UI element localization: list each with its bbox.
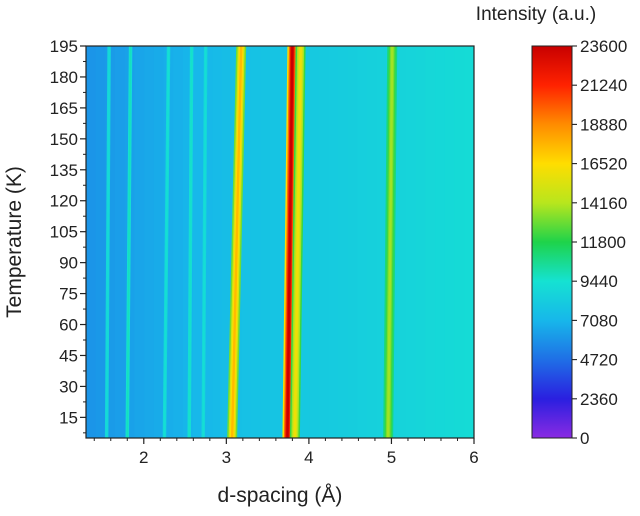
background-slice [183, 46, 194, 438]
y-tick-label: 30 [59, 377, 78, 396]
background-slice [377, 46, 388, 438]
plot-frame [85, 45, 475, 439]
background-slice [105, 46, 116, 438]
background-slice [115, 46, 126, 438]
background-slice [270, 46, 281, 438]
peak-band [282, 46, 298, 438]
y-tick-label: 180 [50, 68, 78, 87]
background-slice [406, 46, 417, 438]
peak-band [201, 46, 208, 438]
peak-band [187, 46, 194, 438]
peak-band-layer [188, 46, 193, 438]
background-slice [221, 46, 233, 438]
colorbar-axis: 0 2360 4720 7080 9440 11800 14160 16520 18880 212… [572, 37, 627, 448]
peak-band [227, 46, 247, 438]
background-slice [144, 46, 155, 438]
colorbar-tick-label: 21240 [580, 76, 627, 95]
background-slice [425, 46, 436, 438]
x-tick-label: 2 [139, 448, 148, 467]
background-gradient [86, 46, 474, 438]
colorbar-tick-label: 23600 [580, 37, 627, 56]
peak-band [289, 46, 306, 438]
colorbar [531, 45, 573, 439]
peak-band-layer [202, 46, 207, 438]
colorbar-label: Intensity (a.u.) [476, 4, 596, 25]
background-slice [86, 46, 97, 438]
background-slice [241, 46, 252, 438]
colorbar-tick-label: 0 [580, 429, 589, 448]
peak-band-layer [386, 46, 394, 438]
peak-band [383, 46, 398, 438]
x-axis-label: d-spacing (Å) [218, 484, 343, 507]
background-slice [299, 46, 310, 438]
background-slice [260, 46, 271, 438]
background-slice [163, 46, 174, 438]
background-slice [95, 46, 106, 438]
background-slice [444, 46, 456, 438]
colorbar-tick-label: 14160 [580, 194, 627, 213]
colorbar-tick-label: 7080 [580, 311, 618, 330]
background-slice [338, 46, 349, 438]
y-tick-label: 60 [59, 316, 78, 335]
peak-band-layer [163, 46, 170, 438]
y-tick-label: 120 [50, 192, 78, 211]
background-slice [328, 46, 339, 438]
peak-band [162, 46, 171, 438]
background-slice [153, 46, 165, 438]
background-slice [415, 46, 427, 438]
background-slice [202, 46, 213, 438]
colorbar-tick-label: 11800 [580, 233, 626, 252]
background-slice [173, 46, 184, 438]
background-slice [192, 46, 203, 438]
plot-area [86, 46, 474, 438]
colorbar-tick-label: 18880 [580, 115, 627, 134]
x-tick-label: 3 [222, 448, 231, 467]
y-axis-label: Temperature (K) [3, 166, 26, 318]
y-axis: 15 30 45 60 75 90 105 120 135 150 165 180 195 [50, 37, 86, 434]
background-slice [318, 46, 330, 438]
peak-band-layer [126, 46, 132, 438]
colorbar-tick-label: 4720 [580, 351, 618, 370]
background-slice [435, 46, 446, 438]
peak-band-layer [230, 46, 243, 438]
peak-band [125, 46, 133, 438]
background-slice [464, 46, 474, 438]
y-tick-label: 135 [50, 161, 78, 180]
y-tick-label: 45 [59, 346, 78, 365]
y-tick-label: 165 [50, 99, 78, 118]
background-slice [347, 46, 359, 438]
peak-band-layer [105, 46, 110, 438]
colorbar-tick-label: 16520 [580, 155, 627, 174]
x-axis: 2 3 4 5 6 [93, 438, 479, 467]
x-tick-label: 4 [304, 448, 313, 467]
background-slice [396, 46, 407, 438]
peak-band-layer [293, 46, 302, 438]
background-slice [212, 46, 223, 438]
background-slice [357, 46, 368, 438]
y-tick-label: 15 [59, 408, 78, 427]
x-tick-label: 6 [469, 448, 478, 467]
background-slice [134, 46, 145, 438]
x-tick-label: 5 [387, 448, 396, 467]
peak-band [104, 46, 111, 438]
y-tick-label: 195 [50, 37, 78, 56]
colorbar-tick-label: 2360 [580, 390, 618, 409]
y-tick-label: 105 [50, 223, 78, 242]
y-tick-label: 75 [59, 285, 78, 304]
y-tick-label: 90 [59, 254, 78, 273]
background-slice [367, 46, 378, 438]
peak-band-layer [286, 46, 294, 438]
background-slice [250, 46, 262, 438]
colorbar-tick-label: 9440 [580, 272, 618, 291]
y-tick-label: 150 [50, 130, 78, 149]
background-slice [309, 46, 320, 438]
background-slice [454, 46, 465, 438]
